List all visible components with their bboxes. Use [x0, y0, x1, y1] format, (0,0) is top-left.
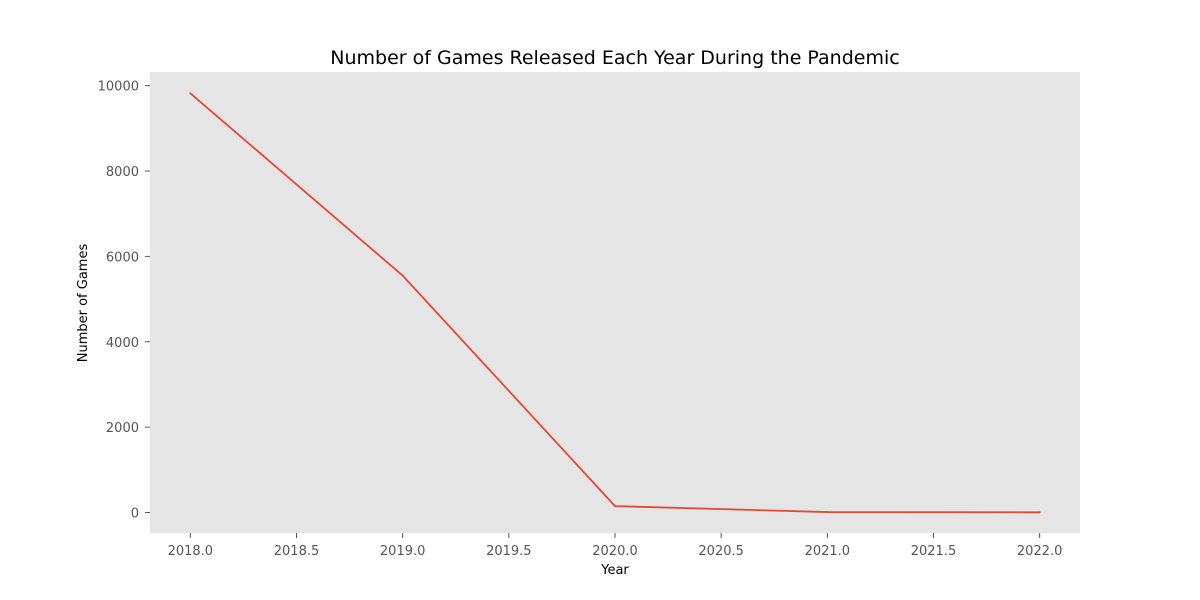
y-tick-label: 0: [131, 507, 139, 522]
y-tick-label: 8000: [106, 165, 139, 180]
x-tick-label: 2022.0: [1017, 544, 1063, 559]
x-axis: 2018.0 2018.5 2019.0 2019.5 2020.0 2020.5 2021…: [168, 533, 1063, 559]
x-tick-label: 2020.5: [698, 544, 744, 559]
x-tick-label: 2018.0: [168, 544, 214, 559]
x-tick-label: 2021.0: [805, 544, 851, 559]
x-tick-label: 2019.0: [380, 544, 426, 559]
x-tick-label: 2019.5: [486, 544, 532, 559]
y-tick-label: 10000: [98, 80, 139, 95]
chart-title: Number of Games Released Each Year Durin…: [330, 47, 899, 69]
data-point: [401, 274, 404, 277]
plot-area: [150, 72, 1080, 533]
y-axis: 0 2000 4000 6000 8000 10000: [98, 80, 150, 522]
x-tick-label: 2020.0: [592, 544, 638, 559]
y-tick-label: 4000: [106, 336, 139, 351]
x-tick-label: 2021.5: [911, 544, 957, 559]
series-group: [189, 92, 1041, 514]
data-point: [826, 511, 829, 514]
y-tick-label: 6000: [106, 250, 139, 265]
data-point: [189, 92, 192, 95]
data-point: [1038, 511, 1041, 514]
data-point: [614, 505, 616, 508]
x-tick-label: 2018.5: [274, 544, 320, 559]
x-axis-label: Year: [600, 563, 629, 578]
y-tick-label: 2000: [106, 421, 139, 436]
y-axis-label: Number of Games: [76, 244, 91, 363]
